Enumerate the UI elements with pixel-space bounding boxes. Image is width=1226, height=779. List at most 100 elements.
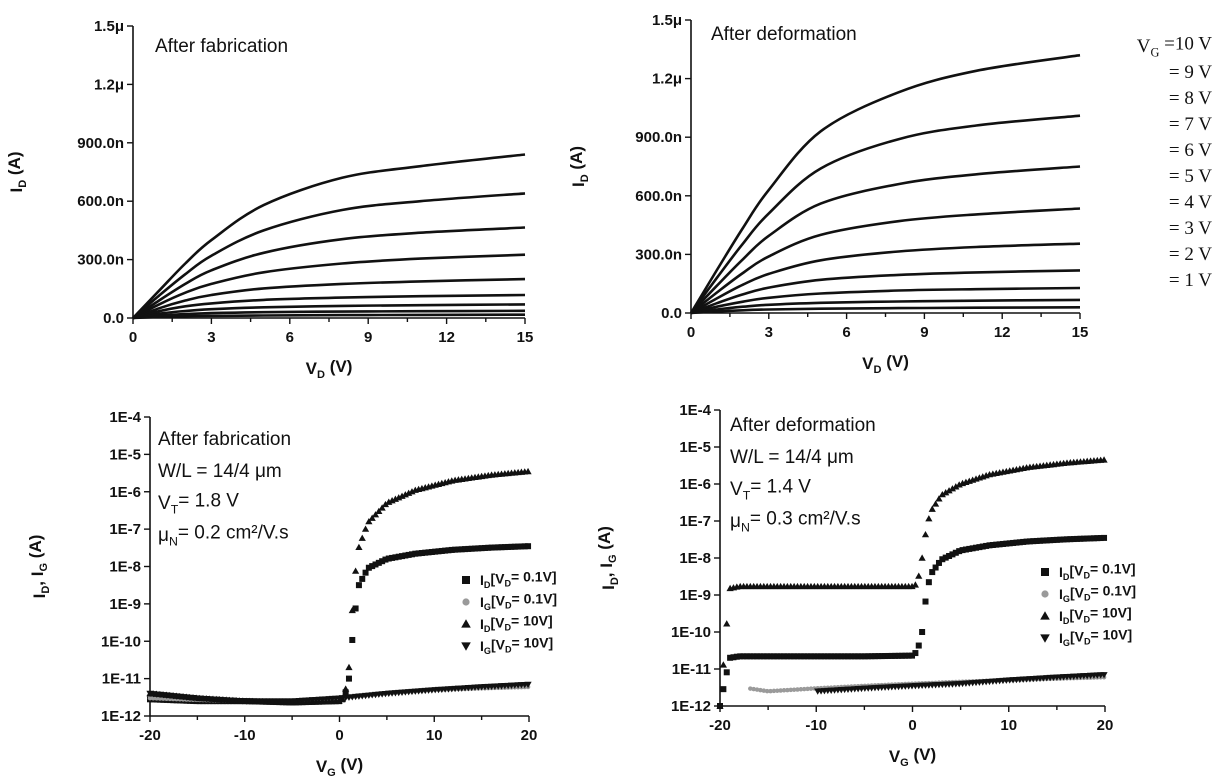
data-point <box>969 545 976 552</box>
y-tick-label: 1E-11 <box>102 671 141 688</box>
data-point <box>781 653 788 660</box>
legend-marker <box>1041 568 1049 576</box>
x-tick-label: 12 <box>438 329 455 346</box>
data-point <box>1094 535 1101 542</box>
series-line <box>690 298 1081 315</box>
data-point <box>442 547 449 554</box>
data-point <box>716 702 724 709</box>
chart-panel-2: 0 3 6 9 12 15 0.0 300.0n 600.0n 900.0n 1.2μ 1.5μ VD​… <box>567 12 1212 376</box>
data-point <box>1006 540 1013 547</box>
y-tick-label: 1E-9 <box>679 587 711 604</box>
data-point <box>743 653 750 660</box>
data-point <box>942 554 949 561</box>
vg-legend-entry: = 6 V <box>1169 140 1212 161</box>
legend-marker <box>461 619 471 628</box>
data-point <box>911 581 919 588</box>
data-point <box>915 572 923 579</box>
data-point <box>918 554 926 561</box>
data-point <box>925 579 932 586</box>
data-point <box>848 653 855 660</box>
panel-title-annotation: After deformation <box>711 24 857 45</box>
data-point <box>915 642 922 649</box>
data-point <box>428 548 435 555</box>
vg-legend-entry: = 5 V <box>1169 166 1212 187</box>
panel-title-annotation: After deformation <box>730 415 876 436</box>
series-line <box>132 253 526 320</box>
data-point <box>807 653 814 660</box>
data-point <box>892 652 899 659</box>
y-tick-label: 600.0n <box>77 193 124 210</box>
data-point <box>808 686 814 691</box>
y-tick-label: 1E-6 <box>679 476 711 493</box>
y-tick-label: 300.0n <box>77 252 124 269</box>
data-point <box>1053 536 1060 543</box>
data-point <box>778 688 783 693</box>
parameter-annotation: μN​= 0.3 cm²/V.s <box>730 509 861 535</box>
data-point <box>399 553 406 560</box>
data-point <box>750 653 757 660</box>
data-point <box>831 653 838 660</box>
y-tick-label: 1E-10 <box>101 633 141 650</box>
data-point <box>948 485 957 492</box>
data-point <box>359 575 366 582</box>
data-point <box>764 688 770 694</box>
data-point <box>774 653 781 660</box>
panel-title-annotation: After fabrication <box>158 429 291 450</box>
data-point <box>787 653 794 660</box>
data-point <box>1026 538 1033 545</box>
x-tick-label: 12 <box>994 324 1011 341</box>
data-point <box>814 653 821 660</box>
data-point <box>922 598 929 605</box>
data-point <box>925 515 933 522</box>
x-tick-label: 6 <box>842 324 850 341</box>
data-point <box>888 652 895 659</box>
data-point <box>1016 539 1023 546</box>
data-point <box>1050 537 1057 544</box>
x-tick-label: 20 <box>521 727 538 744</box>
data-point <box>828 653 835 660</box>
data-point <box>902 652 909 659</box>
chart-panel-4: -20 -10 0 10 20 1E-12 1E-11 1E-10 1E-9 1E-8 1E-7 1E… <box>595 402 1136 769</box>
data-point <box>805 686 810 692</box>
y-tick-label: 1E-7 <box>109 521 141 538</box>
data-point <box>956 548 963 555</box>
data-point <box>979 543 986 550</box>
vg-legend-entry: = 3 V <box>1169 218 1212 239</box>
data-point <box>818 653 825 660</box>
vg-legend-entry: = 7 V <box>1169 114 1212 135</box>
series-line <box>132 293 526 320</box>
y-tick-label: 1E-8 <box>679 550 711 567</box>
data-point <box>491 544 498 551</box>
data-point <box>498 544 505 551</box>
data-point <box>986 542 993 549</box>
data-point <box>727 654 734 661</box>
data-point <box>381 500 390 508</box>
data-point <box>361 525 370 532</box>
data-point <box>372 561 379 568</box>
data-point <box>989 541 996 548</box>
data-point <box>379 558 386 565</box>
data-point <box>966 545 973 552</box>
x-tick-label: -20 <box>139 727 161 744</box>
data-point <box>791 653 798 660</box>
data-point <box>1043 537 1050 544</box>
series-line <box>689 114 1081 314</box>
y-tick-label: 1.2μ <box>652 71 682 88</box>
data-point <box>740 653 747 660</box>
data-point <box>983 542 990 549</box>
data-point <box>515 543 522 550</box>
vg-legend-entry: = 1 V <box>1169 270 1212 291</box>
data-point <box>508 543 515 550</box>
data-point <box>754 687 760 692</box>
x-tick-label: 0 <box>687 324 695 341</box>
data-point <box>392 554 399 561</box>
data-point <box>865 653 872 660</box>
legend-marker <box>1040 611 1050 620</box>
data-point <box>754 653 761 660</box>
data-point <box>432 548 439 555</box>
legend-label: ID​[VD​= 10V] <box>480 613 553 635</box>
data-point <box>458 546 465 553</box>
data-point <box>1074 535 1081 542</box>
series-line <box>690 306 1081 315</box>
data-point <box>349 636 356 643</box>
